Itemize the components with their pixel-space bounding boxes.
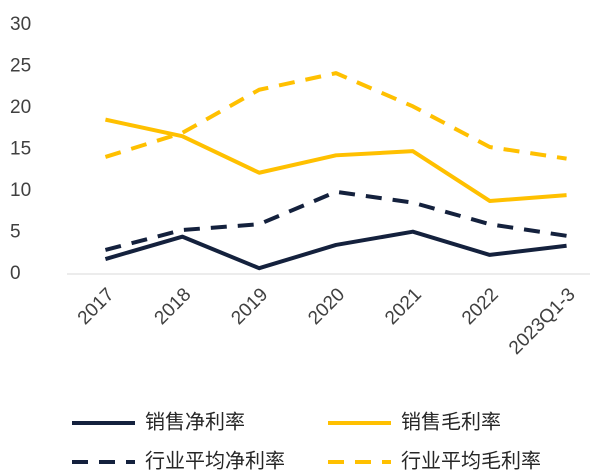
legend-label: 行业平均毛利率 (401, 449, 541, 472)
y-tick-label: 25 (10, 56, 31, 77)
y-tick-label: 0 (10, 263, 21, 284)
x-tick-label: 2023Q1-3 (505, 284, 580, 359)
legend-label: 销售毛利率 (401, 410, 501, 433)
y-tick-label: 20 (10, 97, 31, 118)
x-tick-label: 2020 (304, 284, 349, 329)
legend-label: 行业平均净利率 (145, 449, 285, 472)
y-tick-label: 30 (10, 14, 31, 35)
line-series (104, 71, 567, 161)
legend-label: 销售净利率 (145, 410, 245, 433)
x-tick-label: 2022 (458, 284, 503, 329)
line-series (105, 117, 567, 203)
x-tick-label: 2018 (151, 284, 196, 329)
x-tick-label: 2019 (227, 284, 272, 329)
y-tick-label: 15 (10, 139, 31, 160)
line-series (104, 229, 567, 271)
y-tick-label: 10 (10, 180, 31, 201)
x-tick-label: 2017 (74, 284, 119, 329)
x-tick-label: 2021 (381, 284, 426, 329)
y-tick-label: 5 (10, 222, 21, 243)
